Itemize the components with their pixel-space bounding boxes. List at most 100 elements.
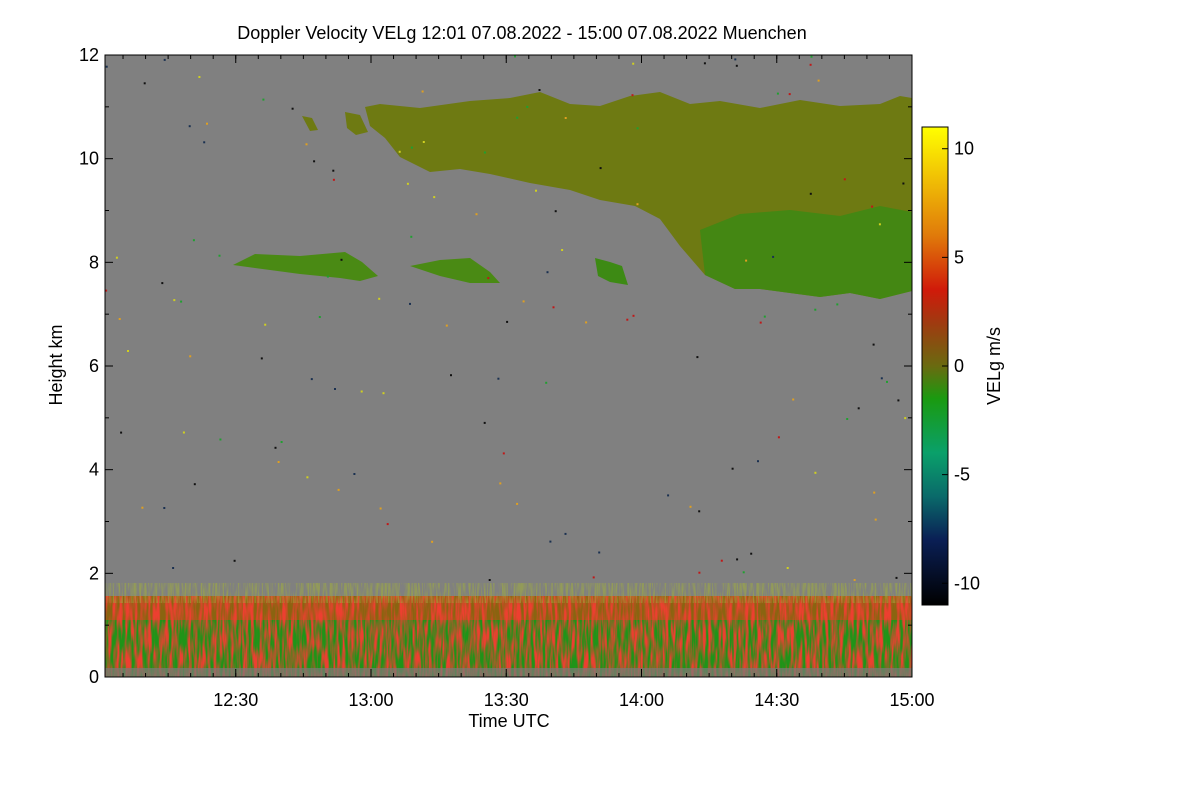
noise-speck <box>326 275 329 278</box>
noise-speck <box>332 169 335 172</box>
noise-speck <box>689 505 692 508</box>
noise-speck <box>554 210 557 213</box>
x-tick-label: 15:00 <box>889 690 934 710</box>
noise-speck <box>750 552 753 555</box>
noise-speck <box>141 506 144 509</box>
noise-speck <box>318 316 321 318</box>
noise-speck <box>410 235 413 238</box>
noise-speck <box>742 571 745 574</box>
noise-speck <box>792 398 795 401</box>
noise-speck <box>516 116 519 119</box>
noise-speck <box>203 141 206 144</box>
noise-speck <box>483 421 486 424</box>
noise-speck <box>488 579 491 581</box>
noise-speck <box>902 182 905 185</box>
noise-speck <box>880 377 883 380</box>
y-tick-label: 6 <box>89 356 99 376</box>
noise-speck <box>759 321 762 324</box>
noise-speck <box>763 315 766 318</box>
noise-speck <box>353 473 356 475</box>
noise-speck <box>873 491 876 494</box>
noise-speck <box>552 306 555 309</box>
noise-speck <box>853 579 856 581</box>
noise-speck <box>337 488 340 491</box>
noise-speck <box>777 436 780 439</box>
noise-speck <box>506 320 509 323</box>
plot-area <box>105 55 912 677</box>
noise-speck <box>846 418 849 420</box>
noise-speck <box>274 446 277 449</box>
noise-speck <box>332 178 335 181</box>
noise-speck <box>502 452 505 455</box>
noise-speck <box>843 178 846 181</box>
noise-speck <box>219 438 222 441</box>
noise-speck <box>475 213 478 216</box>
noise-speck <box>206 122 208 125</box>
colorbar-tick-label: 10 <box>954 139 974 159</box>
noise-speck <box>409 302 411 305</box>
small-cloud-fragment <box>595 258 628 285</box>
noise-speck <box>334 388 336 390</box>
noise-speck <box>878 223 881 226</box>
noise-speck <box>720 559 723 562</box>
noise-speck <box>735 64 738 67</box>
noise-speck <box>631 94 634 97</box>
noise-speck <box>809 63 812 66</box>
noise-speck <box>734 58 737 61</box>
noise-speck <box>626 318 629 321</box>
noise-speck <box>667 494 670 497</box>
noise-speck <box>421 90 424 93</box>
noise-speck <box>731 467 734 470</box>
colorbar-tick-label: -10 <box>954 573 980 593</box>
noise-speck <box>546 271 549 274</box>
noise-speck <box>218 254 221 257</box>
x-tick-label: 13:00 <box>348 690 393 710</box>
x-tick-label: 12:30 <box>213 690 258 710</box>
noise-speck <box>120 431 123 434</box>
noise-speck <box>522 300 525 303</box>
noise-speck <box>180 300 183 303</box>
noise-speck <box>291 107 294 110</box>
x-tick-label: 14:00 <box>619 690 664 710</box>
noise-speck <box>788 93 791 96</box>
noise-speck <box>313 160 316 163</box>
colorbar-tick-label: 5 <box>954 247 964 267</box>
noise-speck <box>105 289 108 292</box>
noise-speck <box>306 476 309 479</box>
colorbar-ticks: 10 5 0 -5 -10 <box>942 139 980 593</box>
noise-speck <box>192 239 195 242</box>
noise-speck <box>431 540 434 543</box>
y-tick-label: 2 <box>89 563 99 583</box>
noise-speck <box>143 82 146 85</box>
x-tick-label: 13:30 <box>484 690 529 710</box>
noise-speck <box>564 532 567 535</box>
noise-speck <box>277 461 280 463</box>
noise-speck <box>561 249 564 251</box>
noise-speck <box>904 417 907 420</box>
noise-speck <box>696 356 699 359</box>
cirrus-small-piece-1 <box>302 116 318 131</box>
noise-speck <box>398 150 401 153</box>
noise-speck <box>115 256 118 259</box>
noise-speck <box>895 576 898 579</box>
noise-speck <box>382 392 385 395</box>
noise-speck <box>260 357 263 360</box>
noise-speck <box>360 390 363 393</box>
noise-speck <box>585 321 588 324</box>
mid-cloud-band-2 <box>410 258 500 283</box>
cirrus-small-piece-2 <box>345 112 368 135</box>
noise-speck <box>189 355 192 358</box>
noise-speck <box>836 303 839 306</box>
noise-speck <box>305 143 308 146</box>
noise-speck <box>549 540 552 543</box>
noise-speck <box>410 146 413 149</box>
noise-speck <box>897 399 900 402</box>
noise-speck <box>874 518 877 521</box>
noise-speck <box>810 55 813 58</box>
noise-speck <box>516 502 519 505</box>
noise-speck <box>127 350 129 352</box>
noise-speck <box>118 318 121 320</box>
noise-speck <box>182 431 185 434</box>
noise-speck <box>535 189 537 192</box>
